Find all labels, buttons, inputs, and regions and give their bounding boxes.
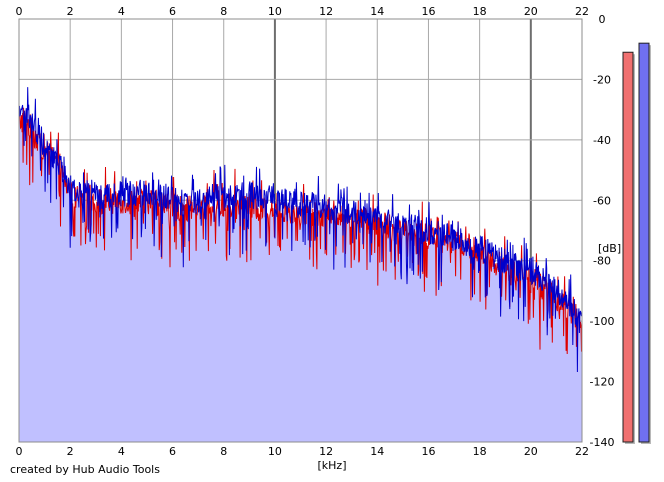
x-tick-labels-bottom: 0 2 4 6 8 10 12 14 16 18 20 22 [16, 445, 590, 458]
level-meters [622, 42, 651, 445]
x-tick-label-bottom: 10 [268, 445, 282, 458]
x-tick-label-top: 14 [370, 5, 384, 18]
y-tick-labels: 0 -20 -40 -60 -80 -100 -120 -140 [590, 13, 615, 449]
x-tick-label-bottom: 8 [220, 445, 227, 458]
y-tick-label: -20 [593, 73, 611, 86]
y-tick-label: -140 [590, 436, 615, 449]
x-tick-label-top: 20 [524, 5, 538, 18]
y-tick-label: 0 [599, 13, 606, 26]
x-tick-label-bottom: 6 [169, 445, 176, 458]
y-tick-label: -100 [590, 315, 615, 328]
plot-frame [18, 18, 583, 443]
x-tick-label-top: 6 [169, 5, 176, 18]
x-tick-label-bottom: 14 [370, 445, 384, 458]
y-tick-label: -40 [593, 134, 611, 147]
level-meter-bar [622, 51, 634, 443]
x-tick-label-bottom: 2 [67, 445, 74, 458]
x-tick-label-top: 22 [575, 5, 589, 18]
x-tick-label-top: 0 [16, 5, 23, 18]
x-tick-label-top: 4 [118, 5, 125, 18]
x-tick-label-bottom: 18 [473, 445, 487, 458]
x-tick-label-bottom: 12 [319, 445, 333, 458]
y-axis-unit: [dB] [598, 242, 621, 255]
x-tick-label-bottom: 22 [575, 445, 589, 458]
x-tick-label-top: 10 [268, 5, 282, 18]
x-tick-label-bottom: 4 [118, 445, 125, 458]
spectrum-area-fill [19, 107, 582, 443]
x-tick-labels-top: 0 2 4 6 8 10 12 14 16 18 20 22 [16, 5, 590, 18]
credit-text: created by Hub Audio Tools [10, 463, 160, 476]
spectrum-series-lines [18, 87, 583, 373]
x-tick-label-top: 12 [319, 5, 333, 18]
x-tick-label-bottom: 16 [421, 445, 435, 458]
y-tick-label: -80 [593, 255, 611, 268]
series-line [18, 87, 583, 373]
x-tick-label-top: 2 [67, 5, 74, 18]
x-tick-label-top: 18 [473, 5, 487, 18]
x-axis-unit: [kHz] [318, 459, 347, 472]
y-tick-label: -120 [590, 376, 615, 389]
x-tick-label-top: 8 [220, 5, 227, 18]
x-tick-label-bottom: 20 [524, 445, 538, 458]
x-tick-label-top: 16 [421, 5, 435, 18]
y-tick-label: -60 [593, 194, 611, 207]
level-meter-bar [638, 42, 650, 443]
x-tick-label-bottom: 0 [16, 445, 23, 458]
